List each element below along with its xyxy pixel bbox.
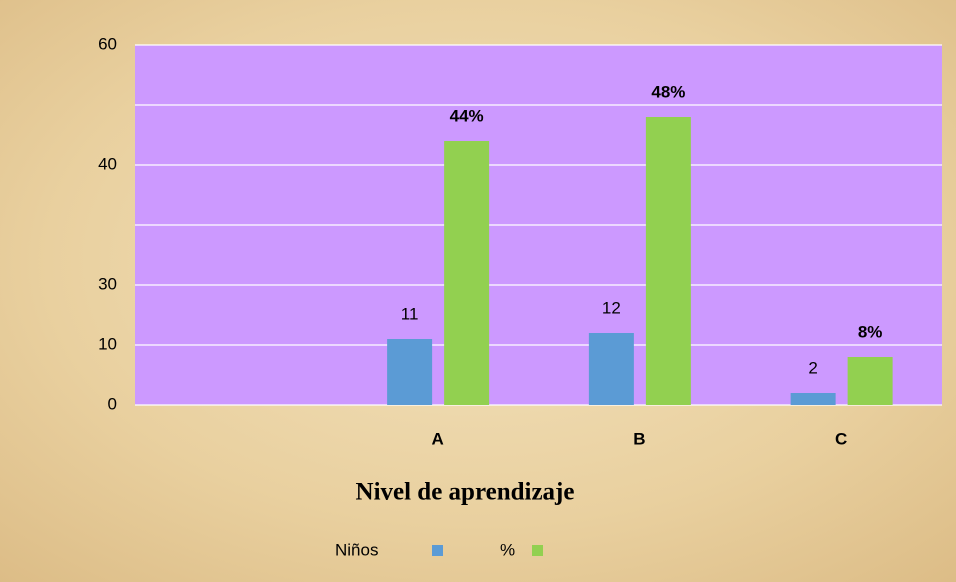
data-label: 8% (858, 322, 883, 341)
legend-swatch (532, 545, 543, 556)
legend-label: Niños (335, 540, 378, 559)
x-tick-label: B (633, 429, 645, 448)
data-label: 12 (602, 298, 621, 317)
data-label: 2 (808, 358, 817, 377)
x-tick-label: A (431, 429, 443, 448)
bar (790, 393, 836, 405)
bar (387, 339, 433, 405)
bar (645, 117, 691, 405)
bar (847, 357, 893, 405)
y-tick-label: 0 (108, 394, 117, 413)
bar (444, 141, 490, 405)
legend-label: % (500, 540, 515, 559)
data-label: 44% (450, 106, 484, 125)
chart-title: Nivel de aprendizaje (356, 479, 575, 506)
x-tick-label: C (835, 429, 847, 448)
data-label: 11 (401, 304, 419, 323)
y-tick-label: 40 (98, 154, 117, 173)
legend-swatch (432, 545, 443, 556)
bar (588, 333, 634, 405)
data-label: 48% (651, 82, 685, 101)
y-tick-label: 60 (98, 34, 117, 53)
y-tick-label: 30 (98, 274, 117, 293)
y-tick-label: 10 (98, 334, 117, 353)
